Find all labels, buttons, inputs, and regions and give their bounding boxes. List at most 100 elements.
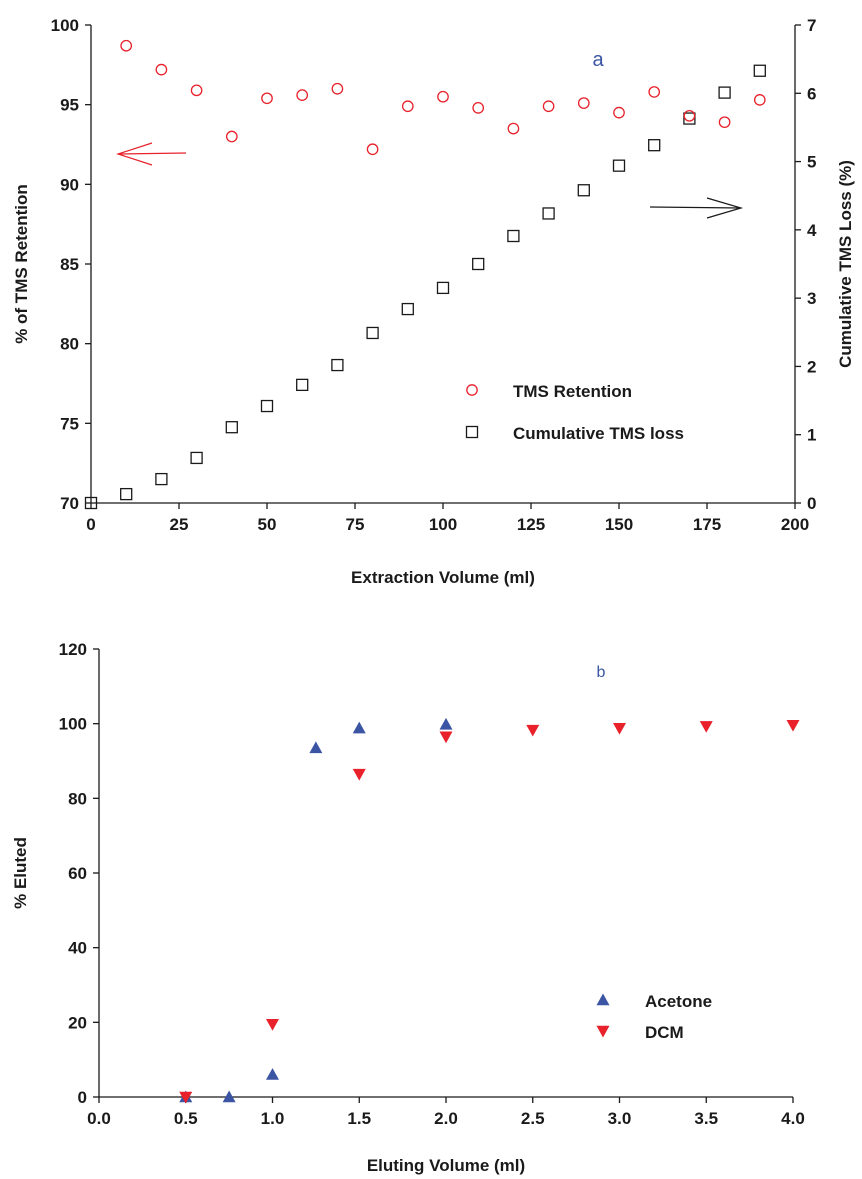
retention-point	[437, 90, 449, 103]
x-tick-label: 1.0	[261, 1109, 285, 1128]
legend-marker-loss	[465, 425, 479, 439]
acetone-point	[222, 1090, 236, 1103]
retention-point	[401, 100, 414, 113]
left-axis-arrow-head	[116, 142, 153, 166]
y-tick-label: 60	[68, 864, 87, 883]
retention-point	[331, 82, 344, 95]
cumulative-loss-point	[84, 496, 98, 510]
acetone-point	[309, 741, 323, 754]
cumulative-loss-point	[225, 421, 238, 434]
y-tick-label: 70	[60, 494, 79, 513]
legend-label-retention: TMS Retention	[513, 382, 632, 401]
y-tick-label: 100	[51, 16, 79, 35]
y-tick-label: 100	[59, 715, 87, 734]
x-tick-label: 1.5	[347, 1109, 371, 1128]
x-tick-label: 0.5	[174, 1109, 198, 1128]
y-tick-label: 80	[68, 789, 87, 808]
x-tick-label: 125	[517, 515, 545, 534]
y-tick-label: 0	[78, 1088, 87, 1107]
retention-point	[648, 86, 661, 98]
y-tick-label: 20	[68, 1013, 87, 1032]
dcm-point	[266, 1019, 279, 1031]
x-tick-label: 200	[781, 515, 809, 534]
acetone-point	[266, 1068, 279, 1080]
right-axis-arrow	[649, 206, 742, 209]
y2-tick-label: 4	[807, 221, 817, 240]
panel-label-b: b	[597, 664, 606, 681]
chart-panel-a: 0 25 50 75 100 125 150 175 200707580859095100012…	[12, 16, 855, 587]
retention-point	[366, 143, 379, 156]
panel-label-a: a	[592, 49, 604, 71]
y-tick-label: 80	[60, 335, 79, 354]
x-tick-label: 175	[693, 515, 721, 534]
cumulative-loss-point	[542, 207, 555, 220]
y2-tick-label: 6	[807, 84, 816, 103]
retention-point	[190, 84, 203, 97]
y-tick-label: 40	[68, 939, 87, 958]
cumulative-loss-point	[507, 229, 520, 243]
y2-tick-label: 3	[807, 289, 816, 308]
retention-point	[718, 116, 731, 129]
cumulative-loss-point	[753, 64, 766, 77]
y2-axis-title: Cumulative TMS Loss (%)	[836, 160, 855, 368]
legend-marker-retention	[466, 384, 478, 396]
cumulative-loss-point	[718, 86, 731, 99]
x-tick-label: 2.0	[434, 1109, 458, 1128]
x-tick-label: 75	[346, 515, 365, 534]
cumulative-loss-point	[120, 487, 133, 501]
x-tick-label: 4.0	[781, 1109, 805, 1128]
y2-tick-label: 0	[807, 494, 816, 513]
acetone-point	[352, 721, 366, 734]
retention-point	[261, 92, 273, 105]
y2-tick-label: 2	[807, 357, 816, 376]
cumulative-loss-point	[190, 451, 203, 465]
y-tick-label: 85	[60, 255, 79, 274]
y-axis-title: % Eluted	[11, 837, 30, 909]
dcm-point	[179, 1091, 193, 1104]
x-tick-label: 50	[258, 515, 277, 534]
cumulative-loss-point	[296, 378, 309, 392]
retention-point	[613, 106, 625, 119]
y-tick-label: 120	[59, 640, 87, 659]
x-axis-title: Eluting Volume (ml)	[367, 1156, 525, 1175]
y-tick-label: 75	[60, 414, 79, 433]
retention-point	[753, 94, 766, 106]
x-tick-label: 0	[86, 515, 95, 534]
cumulative-loss-point	[648, 139, 661, 152]
dcm-point	[526, 724, 540, 737]
left-axis-arrow	[117, 152, 187, 155]
dcm-point	[699, 721, 713, 733]
legend-marker-acetone	[596, 993, 610, 1006]
retention-point	[683, 109, 696, 122]
cumulative-loss-point	[331, 358, 344, 372]
cumulative-loss-point	[260, 399, 274, 413]
x-axis-title: Extraction Volume (ml)	[351, 568, 535, 587]
y-axis-title: % of TMS Retention	[12, 184, 31, 344]
cumulative-loss-point	[577, 184, 590, 197]
cumulative-loss-point	[155, 472, 168, 486]
chart-panel-b: 0.0 0.5 1.0 1.5 2.0 2.5 3.0 3.5 4.0 0 20 40 60 80 100 1…	[11, 640, 805, 1175]
dcm-point	[786, 719, 800, 732]
retention-point	[296, 89, 309, 101]
retention-point	[542, 100, 555, 113]
retention-point	[155, 63, 168, 76]
retention-point	[577, 97, 590, 109]
acetone-point	[439, 717, 453, 730]
x-tick-label: 3.5	[694, 1109, 718, 1128]
cumulative-loss-point	[683, 112, 696, 125]
legend-label-acetone: Acetone	[645, 992, 712, 1011]
retention-point	[120, 39, 133, 52]
x-tick-label: 25	[170, 515, 189, 534]
retention-point	[472, 102, 485, 114]
retention-point	[507, 122, 520, 135]
cumulative-loss-point	[472, 257, 485, 271]
x-tick-label: 2.5	[521, 1109, 545, 1128]
y2-tick-label: 7	[807, 16, 816, 35]
legend-label-loss: Cumulative TMS loss	[513, 424, 684, 443]
y-tick-label: 95	[60, 96, 79, 115]
cumulative-loss-point	[436, 281, 450, 295]
cumulative-loss-point	[612, 159, 626, 172]
y2-tick-label: 5	[807, 153, 816, 172]
dcm-point	[352, 768, 366, 781]
